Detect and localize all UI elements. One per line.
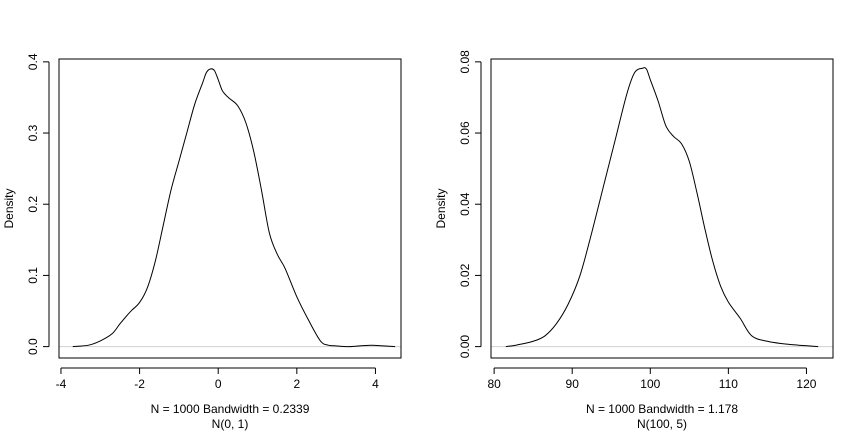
x-tick-label: 0 [215,377,222,391]
y-tick-label: 0.06 [458,121,472,145]
x-tick-label: 4 [372,377,379,391]
y-tick-label: 0.02 [458,263,472,287]
y-axis-label: Density [2,188,16,228]
x-tick-label: 120 [796,377,816,391]
x-tick-label: -4 [56,377,67,391]
y-tick-label: 0.0 [26,338,40,355]
density-curve-1 [72,68,396,348]
y-tick-label: 0.4 [26,53,40,70]
plot-frame [490,58,834,359]
x-tick-label: 100 [640,377,660,391]
chart-panel-2: 80 90 100 110 120 0.00 0.02 0.04 0.06 0.08 N = 100… [434,50,834,431]
x-axis-subtitle: N(0, 1) [212,417,249,431]
plot-frame [58,58,402,359]
y-tick-label: 0.1 [26,267,40,284]
density-curve-1 [505,67,819,348]
y-tick-label: 0.2 [26,196,40,213]
x-tick-label: 110 [719,377,738,391]
chart-panel-1: -4 -2 0 2 4 0.0 0.1 0.2 0.3 0.4 N = 1000 Bandwidth… [2,53,402,431]
y-tick-label: 0.08 [458,50,472,74]
x-axis-label: N = 1000 Bandwidth = 1.178 [586,402,738,416]
x-axis-label: N = 1000 Bandwidth = 0.2339 [151,402,310,416]
x-tick-label: -2 [134,377,145,391]
y-tick-label: 0.00 [458,335,472,359]
x-tick-label: 90 [566,377,580,391]
x-axis-subtitle: N(100, 5) [637,417,687,431]
x-tick-label: 2 [293,377,300,391]
y-tick-label: 0.3 [26,124,40,141]
x-tick-label: 80 [487,377,501,391]
y-tick-label: 0.04 [458,192,472,216]
y-axis-label: Density [434,188,448,228]
